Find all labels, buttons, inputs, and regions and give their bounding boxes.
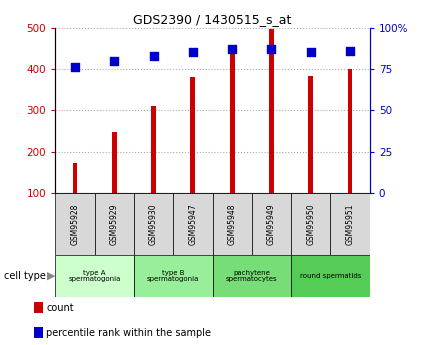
Title: GDS2390 / 1430515_s_at: GDS2390 / 1430515_s_at	[133, 13, 292, 27]
Bar	[55, 255, 134, 297]
Point	[190, 50, 196, 55]
Bar	[190, 77, 195, 193]
Text: GSM95949: GSM95949	[267, 204, 276, 245]
Bar	[34, 302, 43, 313]
Bar	[73, 164, 77, 193]
Bar	[230, 50, 235, 193]
Bar	[34, 327, 43, 338]
Point	[268, 46, 275, 52]
Bar	[134, 193, 173, 255]
Point	[150, 53, 157, 59]
Bar	[269, 29, 274, 193]
Text: GSM95951: GSM95951	[346, 204, 354, 245]
Bar	[134, 255, 212, 297]
Text: GSM95950: GSM95950	[306, 204, 315, 245]
Point	[347, 48, 354, 53]
Bar	[173, 193, 212, 255]
Bar	[212, 255, 291, 297]
Bar	[291, 255, 370, 297]
Point	[307, 50, 314, 55]
Text: type B
spermatogonia: type B spermatogonia	[147, 269, 199, 283]
Bar	[331, 193, 370, 255]
Text: GSM95948: GSM95948	[228, 204, 237, 245]
Point	[71, 65, 78, 70]
Bar	[348, 69, 352, 193]
Text: GSM95947: GSM95947	[188, 204, 197, 245]
Bar	[55, 193, 94, 255]
Bar	[151, 106, 156, 193]
Bar	[112, 132, 116, 193]
Text: ▶: ▶	[47, 271, 55, 281]
Point	[229, 46, 235, 52]
Text: round spermatids: round spermatids	[300, 273, 361, 279]
Bar	[212, 193, 252, 255]
Bar	[309, 77, 313, 193]
Text: GSM95928: GSM95928	[71, 204, 79, 245]
Text: count: count	[46, 303, 74, 313]
Text: pachytene
spermatocytes: pachytene spermatocytes	[226, 269, 278, 283]
Bar	[291, 193, 331, 255]
Point	[111, 58, 118, 63]
Text: GSM95929: GSM95929	[110, 204, 119, 245]
Text: type A
spermatogonia: type A spermatogonia	[68, 269, 121, 283]
Bar	[252, 193, 291, 255]
Bar	[94, 193, 134, 255]
Text: GSM95930: GSM95930	[149, 204, 158, 245]
Text: cell type: cell type	[4, 271, 46, 281]
Text: percentile rank within the sample: percentile rank within the sample	[46, 328, 212, 337]
